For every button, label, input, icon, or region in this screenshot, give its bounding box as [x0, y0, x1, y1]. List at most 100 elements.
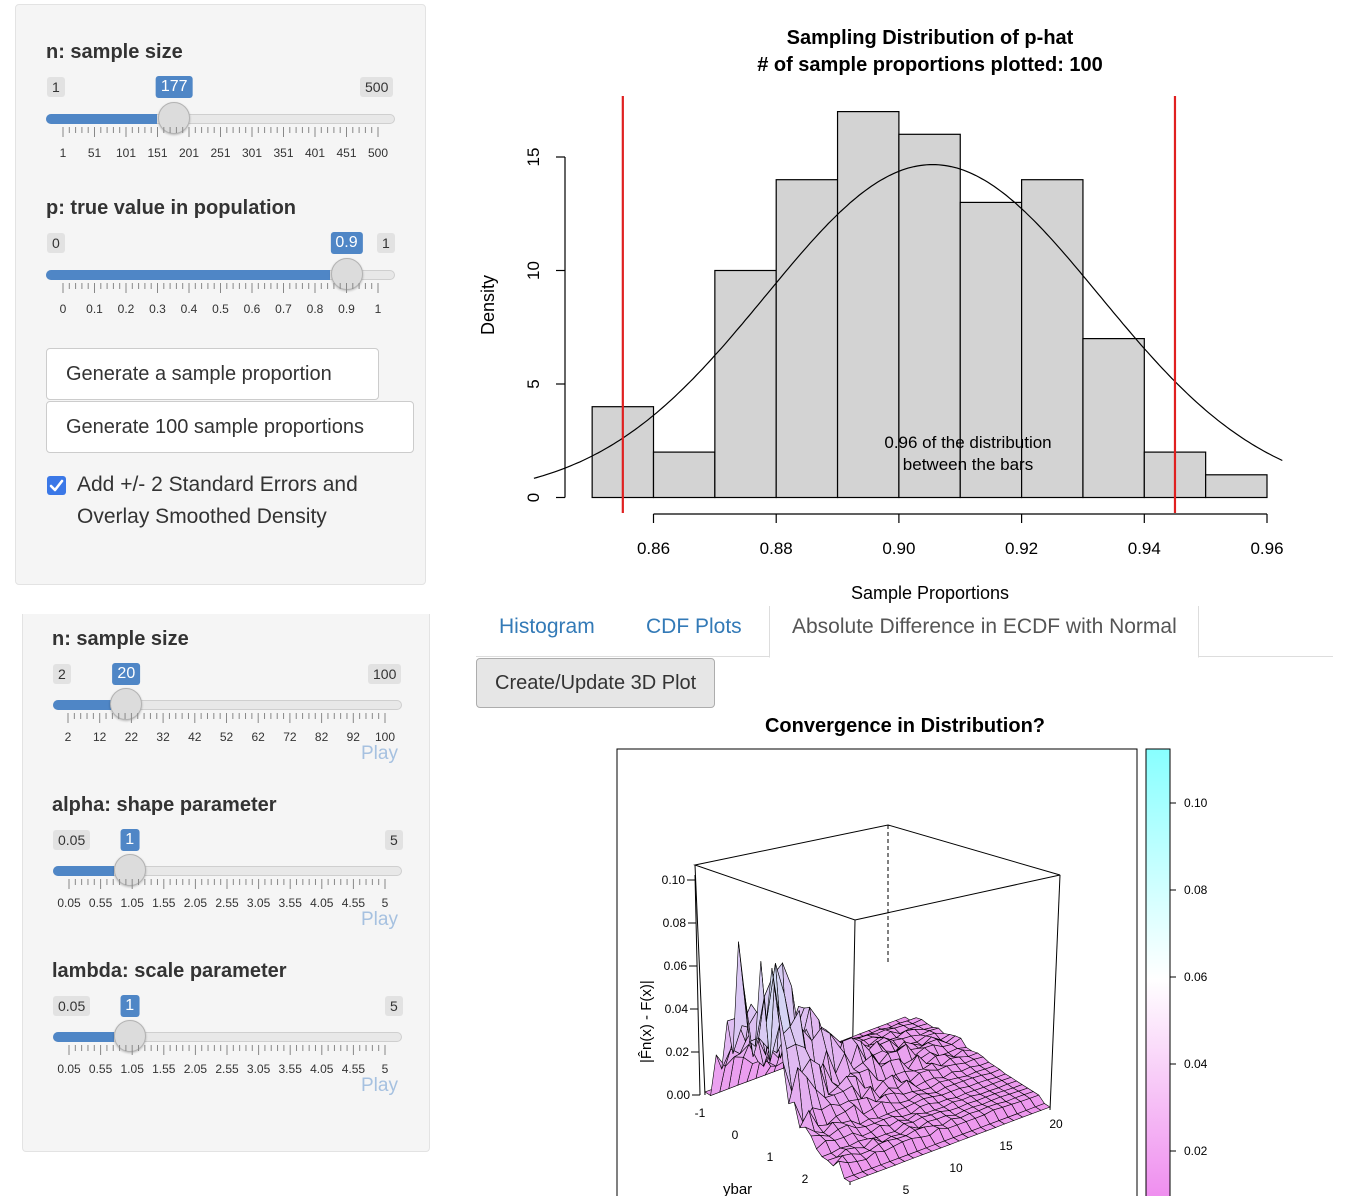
- standard-errors-checkbox-label-line2[interactable]: Overlay Smoothed Density: [77, 505, 327, 528]
- alpha-slider-label: alpha: shape parameter: [52, 794, 277, 816]
- slider-tick-label: 52: [219, 730, 234, 744]
- alpha-play-button[interactable]: Play: [361, 909, 398, 930]
- z-tick-label: 0.04: [665, 1002, 689, 1016]
- slider-tick-label: 4.05: [310, 1062, 334, 1076]
- slider-tick-label: 251: [210, 146, 231, 160]
- n2-slider-label: n: sample size: [52, 628, 189, 650]
- histogram-subtitle: # of sample proportions plotted: 100: [757, 54, 1103, 76]
- n2-play-button[interactable]: Play: [361, 743, 398, 764]
- x-tick-label: 0.92: [1005, 539, 1038, 558]
- z-tick-label: 0.10: [662, 873, 686, 887]
- z-tick-label: 0.08: [663, 916, 687, 930]
- slider-tick-label: 4.05: [310, 896, 334, 910]
- generate-hundred-button[interactable]: Generate 100 sample proportions: [46, 401, 414, 453]
- histogram-bar: [1020, 179, 1084, 499]
- slider-tick-label: 101: [115, 146, 137, 160]
- z-tick-label: 0.00: [667, 1088, 691, 1102]
- x-tick-label: -1: [695, 1106, 706, 1120]
- tab-absolute-difference[interactable]: Absolute Difference in ECDF with Normal: [769, 606, 1199, 658]
- slider-tick-label: 3.05: [246, 896, 271, 910]
- lambda-slider-fill: [53, 1032, 114, 1042]
- histogram-bar: [652, 451, 716, 499]
- lambda-slider-max: 5: [385, 996, 403, 1016]
- slider-tick-label: 0.55: [88, 896, 113, 910]
- slider-tick-label: 2.55: [215, 1062, 239, 1076]
- lambda-slider-ticks: [68, 1045, 386, 1055]
- y-tick-label: 10: [524, 261, 543, 280]
- lambda-slider-label: lambda: scale parameter: [52, 960, 287, 982]
- x-tick-label: 0.86: [637, 539, 670, 558]
- slider-tick-label: 72: [283, 730, 297, 744]
- slider-tick-label: 1: [374, 302, 382, 316]
- lambda-slider-handle[interactable]: [113, 1020, 146, 1052]
- slider-tick-label: 42: [188, 730, 202, 744]
- slider-tick-label: 2.55: [215, 896, 239, 910]
- slider-tick-label: 1.55: [152, 896, 176, 910]
- n2-slider-ticks: [67, 713, 386, 723]
- slider-tick-label: 0.55: [88, 1062, 113, 1076]
- standard-errors-checkbox[interactable]: [47, 476, 66, 495]
- slider-tick-label: 2.05: [183, 896, 208, 910]
- histogram-bar: [714, 269, 777, 499]
- slider-tick-label: 0.8: [306, 302, 324, 316]
- y-tick-label: 5: [524, 379, 543, 388]
- slider-tick-label: 51: [87, 146, 102, 160]
- slider-tick-label: 4.55: [341, 896, 366, 910]
- alpha-slider-value: 1: [120, 829, 140, 851]
- slider-tick-label: 5: [381, 896, 389, 910]
- slider-tick-label: 0.6: [243, 302, 261, 316]
- surface-facet: [843, 1174, 860, 1183]
- z-tick-label: 0.06: [664, 959, 688, 973]
- y-tick-label: 15: [999, 1139, 1013, 1153]
- slider-tick-label: 82: [314, 730, 329, 744]
- annotation-line1: 0.96 of the distribution: [884, 433, 1051, 452]
- alpha-slider-fill: [53, 866, 114, 876]
- slider-tick-label: 2: [64, 730, 72, 744]
- histogram-title: Sampling Distribution of p-hat: [787, 27, 1074, 49]
- generate-one-button[interactable]: Generate a sample proportion: [46, 348, 379, 400]
- slider-tick-label: 92: [346, 730, 360, 744]
- colorbar-tick-label: 0.08: [1184, 883, 1208, 897]
- tab-cdf-plots[interactable]: CDF Plots: [646, 615, 742, 638]
- slider-tick-label: 0.4: [180, 302, 198, 316]
- z-axis-line: [694, 874, 701, 1096]
- histogram-bar: [775, 179, 839, 499]
- p-slider-label: p: true value in population: [46, 197, 296, 219]
- slider-tick-label: 3.55: [278, 1062, 302, 1076]
- n2-slider-handle[interactable]: [110, 688, 143, 720]
- n2-slider-fill: [53, 700, 112, 710]
- slider-tick-label: 12: [93, 730, 107, 744]
- x-tick-label: 0.94: [1128, 539, 1161, 558]
- y-tick-label: 20: [1049, 1117, 1063, 1131]
- histogram-ylabel: Density: [478, 275, 498, 335]
- alpha-slider-max: 5: [385, 830, 403, 850]
- lambda-slider-min: 0.05: [53, 996, 91, 1016]
- slider-tick-label: 1.05: [120, 896, 144, 910]
- tab-histogram[interactable]: Histogram: [499, 615, 595, 638]
- x-tick-label: 0.96: [1250, 539, 1283, 558]
- x-tick-label: 0: [732, 1128, 739, 1142]
- alpha-slider-handle[interactable]: [113, 854, 146, 886]
- slider-tick-label: 4.55: [341, 1062, 366, 1076]
- checkmark-icon: [49, 479, 64, 492]
- convergence-controls-panel: n: sample size 2 100 20 2 12 22 32 42 52 62 72 8…: [22, 614, 430, 1152]
- slider-tick-label: 2.05: [183, 1062, 208, 1076]
- alpha-slider-ticks: [68, 879, 386, 889]
- n-slider-ticks: [62, 127, 379, 137]
- plot-tabs: Histogram CDF Plots Absolute Difference …: [476, 606, 1333, 658]
- smoothed-density-curve: [533, 164, 1283, 479]
- slider-tick-label: 0.2: [117, 302, 135, 316]
- create-3d-plot-button[interactable]: Create/Update 3D Plot: [476, 658, 716, 708]
- slider-tick-label: 0.05: [57, 1062, 81, 1076]
- slider-tick-label: 0.5: [212, 302, 229, 316]
- standard-errors-checkbox-label-line1[interactable]: Add +/- 2 Standard Errors and: [77, 473, 358, 496]
- lambda-play-button[interactable]: Play: [361, 1075, 398, 1096]
- y-tick-label: 10: [949, 1161, 963, 1175]
- p-slider-min: 0: [47, 233, 65, 253]
- x-tick-label: 0.88: [760, 539, 793, 558]
- slider-tick-label: 5: [381, 1062, 389, 1076]
- colorbar-tick-label: 0.04: [1184, 1057, 1208, 1071]
- annotation-line2: between the bars: [903, 455, 1033, 474]
- n2-slider-min: 2: [53, 664, 71, 684]
- slider-tick-label: 201: [178, 146, 200, 160]
